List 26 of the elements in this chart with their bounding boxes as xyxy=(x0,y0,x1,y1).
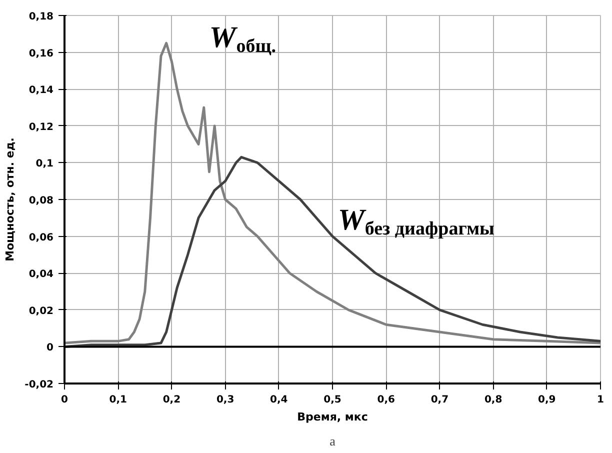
x-tick-label: 0,6 xyxy=(377,394,395,406)
y-tick-label: 0,18 xyxy=(28,12,54,22)
y-tick-label: 0 xyxy=(46,342,54,354)
x-tick-label: 0,3 xyxy=(216,394,234,406)
x-tick-label: 0,1 xyxy=(109,394,127,406)
line-series xyxy=(64,156,600,348)
y-tick-label: 0,06 xyxy=(28,232,54,244)
y-tick-label: -0,02 xyxy=(24,380,54,390)
y-tick-label: 0,08 xyxy=(28,196,54,206)
x-tick-label: 0,9 xyxy=(538,394,556,406)
x-tick-label: 0,4 xyxy=(270,394,288,406)
y-tick-label: 0,12 xyxy=(28,122,54,133)
x-axis-title: Время, мкс xyxy=(297,410,368,424)
y-tick-label: 0,02 xyxy=(28,306,54,317)
y-tick-label: 0,16 xyxy=(28,48,54,60)
x-tick-label: 0,5 xyxy=(324,394,342,406)
x-tick-label: 0,8 xyxy=(484,394,502,406)
y-tick-label: 0,1 xyxy=(36,158,54,170)
x-tick-label: 1 xyxy=(597,394,604,406)
y-tick-label: 0,14 xyxy=(28,85,54,96)
y-axis-title: Мощность, отн. ед. xyxy=(4,138,17,262)
x-tick-label: 0,2 xyxy=(162,394,181,406)
text: а xyxy=(330,434,336,448)
y-tick-label: 0,04 xyxy=(28,269,54,280)
x-tick-label: 0,7 xyxy=(430,394,449,406)
x-tick-label: 0 xyxy=(61,394,68,406)
